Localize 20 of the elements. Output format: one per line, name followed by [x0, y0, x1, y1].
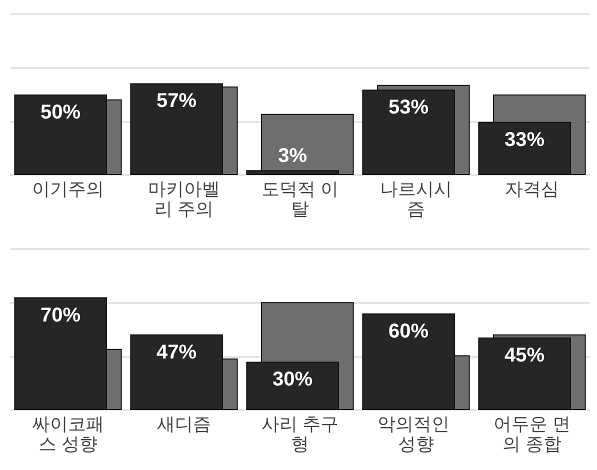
data-label: 30% — [272, 368, 313, 391]
x-tick-label: 나르시시즘 — [380, 179, 452, 219]
x-tick-label: 이기주의 — [32, 179, 104, 199]
x-tick-label: 악의적인 성향 — [377, 414, 455, 454]
x-tick-label: 어두운 면의 종합 — [493, 414, 571, 454]
x-tick-label: 도덕적 이탈 — [261, 179, 339, 219]
x-tick-label: 새디즘 — [157, 414, 211, 434]
data-label: 60% — [388, 320, 429, 342]
data-label: 50% — [40, 102, 81, 124]
data-label: 47% — [156, 341, 197, 364]
x-tick-label: 마키아벨리 주의 — [148, 179, 220, 219]
data-label: 53% — [388, 96, 429, 119]
x-tick-label: 싸이코패스 성향 — [32, 414, 104, 454]
data-label: 33% — [504, 128, 545, 151]
data-label: 3% — [278, 145, 308, 168]
x-tick-label: 사리 추구형 — [261, 414, 339, 454]
data-label: 57% — [156, 90, 197, 112]
data-label: 45% — [504, 344, 545, 367]
x-tick-label: 자격심 — [505, 179, 559, 199]
data-label: 70% — [40, 304, 81, 326]
